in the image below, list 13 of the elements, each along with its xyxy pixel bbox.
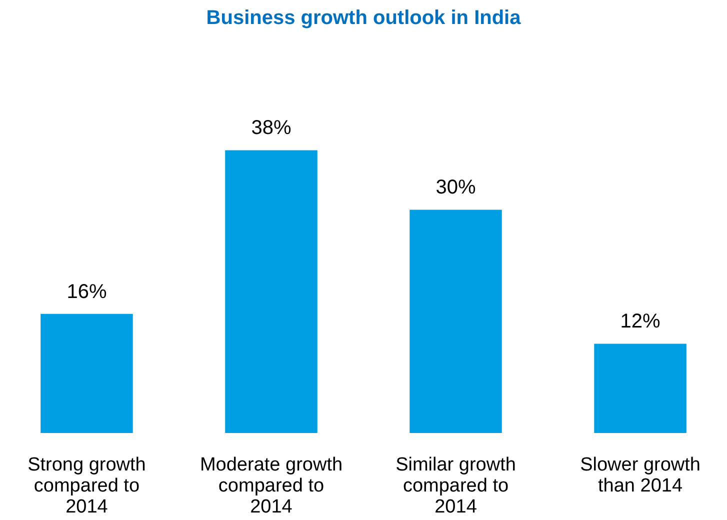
x-tick-label: Slower growth than 2014: [580, 454, 700, 496]
data-label: 38%: [251, 117, 292, 140]
x-tick-label: Strong growth compared to 2014: [28, 454, 146, 518]
data-label: 30%: [436, 176, 476, 199]
bar: [410, 210, 502, 433]
data-label: 12%: [620, 310, 661, 333]
x-tick-label: Moderate growth compared to 2014: [200, 454, 343, 518]
bar: [225, 150, 318, 433]
x-tick-label: Similar growth compared to 2014: [396, 454, 516, 518]
bar: [594, 344, 686, 433]
chart-title: Business growth outlook in India: [206, 7, 522, 29]
bar: [40, 314, 133, 433]
data-label: 16%: [66, 280, 107, 303]
